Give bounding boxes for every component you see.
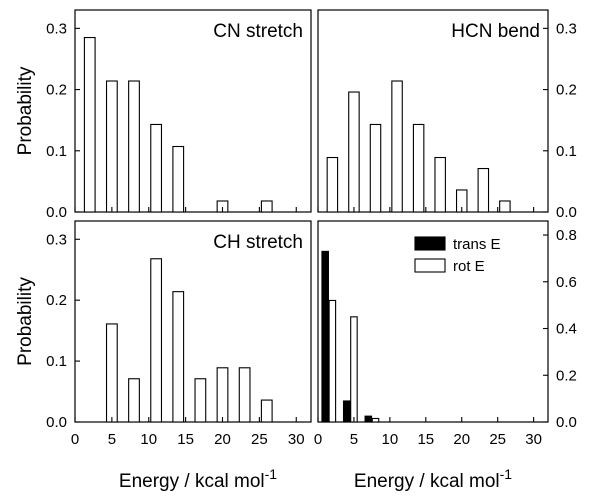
- y-tick-label: 0.1: [46, 353, 67, 370]
- y-tick-label: 0.2: [556, 82, 577, 99]
- plot-frame: [74, 9, 312, 213]
- legend-swatch-rot-E: [414, 258, 446, 273]
- x-tick-label: 0: [71, 431, 79, 448]
- bar-bottom-right-trans-E-1: [342, 400, 351, 423]
- bar-bottom-right-rot-E-1: [350, 316, 358, 423]
- plot-frame: [317, 9, 549, 213]
- legend-label: trans E: [453, 236, 501, 253]
- bar-top-right-s0-2: [369, 123, 382, 213]
- x-tick-label: 10: [382, 431, 399, 448]
- bar-bottom-right-rot-E-0: [328, 299, 337, 423]
- panel-top-right: 0.0 0.1 0.2 0.3 HCN bend: [317, 9, 577, 221]
- bar-bottom-right-trans-E-2: [364, 415, 373, 423]
- panel-top-left: 0.0 0.1 0.2 0.3 CN stretch Probability: [15, 9, 312, 221]
- x-tick-label: 5: [350, 431, 358, 448]
- x-axis-label: Energy / kcal mol-1: [119, 466, 277, 492]
- bar-top-right-s0-4: [412, 123, 425, 213]
- y-tick-label: 0.8: [556, 227, 577, 244]
- bar-bottom-left-s0-4: [172, 291, 185, 423]
- bar-top-right-s0-1: [348, 91, 360, 213]
- y-tick-label: 0.4: [556, 321, 577, 338]
- panel-title: HCN bend: [451, 21, 540, 42]
- panel-title: CH stretch: [213, 232, 303, 253]
- x-tick-label: 25: [251, 431, 268, 448]
- x-tick-label: 0: [314, 431, 322, 448]
- bar-top-right-s0-7: [477, 167, 490, 213]
- x-axis-label: Energy / kcal mol-1: [354, 466, 512, 492]
- x-tick-label: 25: [489, 431, 506, 448]
- y-tick-label: 0.2: [556, 367, 577, 384]
- x-tick-label: 10: [140, 431, 157, 448]
- y-tick-label: 0.1: [556, 143, 577, 160]
- bar-top-left-s0-8: [260, 200, 273, 213]
- panel-title: CN stretch: [213, 21, 303, 42]
- bar-bottom-left-s0-7: [238, 367, 251, 423]
- x-tick-label: 15: [417, 431, 434, 448]
- y-axis-label: Probability: [15, 66, 36, 155]
- plot-frame: [317, 220, 549, 423]
- bar-bottom-right-rot-E-2: [371, 417, 380, 423]
- legend-label: rot E: [453, 258, 485, 275]
- bar-top-right-s0-0: [326, 156, 339, 213]
- panel-bottom-left: 0.0 0.1 0.2 0.3 0 5 10 15 20 25 30 CH stretch Probab…: [15, 220, 312, 492]
- legend-swatch-trans-E: [414, 236, 446, 251]
- y-tick-label: 0.3: [46, 20, 67, 37]
- x-tick-label: 5: [108, 431, 116, 448]
- bar-top-left-s0-4: [172, 145, 185, 213]
- bar-top-right-s0-5: [434, 156, 446, 213]
- x-tick-label: 15: [177, 431, 194, 448]
- y-tick-label: 0.0: [556, 414, 577, 431]
- x-tick-label: 20: [453, 431, 470, 448]
- bar-top-left-s0-2: [128, 80, 140, 213]
- y-axis-label: Probability: [15, 277, 36, 366]
- y-tick-label: 0.1: [46, 143, 67, 160]
- bar-top-left-s0-0: [83, 36, 96, 213]
- panel-bottom-right: 0.0 0.2 0.4 0.6 0.8 0 5 10 15 20 25 30 Energy / kcal…: [314, 220, 577, 492]
- bar-top-left-s0-1: [105, 80, 118, 213]
- x-tick-label: 20: [214, 431, 231, 448]
- bar-top-left-s0-3: [150, 123, 163, 213]
- bar-top-right-s0-8: [499, 200, 511, 213]
- x-tick-label: 30: [288, 431, 305, 448]
- bar-bottom-left-s0-3: [150, 258, 163, 423]
- bar-top-right-s0-3: [391, 80, 403, 213]
- bar-bottom-right-trans-E-0: [321, 250, 329, 423]
- y-tick-label: 0.3: [556, 20, 577, 37]
- bar-bottom-left-s0-6: [216, 367, 229, 423]
- y-tick-label: 0.0: [46, 414, 67, 431]
- bar-bottom-left-s0-5: [194, 378, 207, 423]
- plot-frame: [74, 220, 312, 423]
- y-tick-label: 0.0: [556, 204, 577, 221]
- y-tick-label: 0.2: [46, 82, 67, 99]
- bar-bottom-left-s0-8: [260, 399, 273, 423]
- x-tick-label: 30: [525, 431, 542, 448]
- y-tick-label: 0.0: [46, 204, 67, 221]
- bar-bottom-left-s0-1: [105, 323, 118, 423]
- bar-bottom-left-s0-2: [128, 378, 140, 423]
- y-tick-label: 0.2: [46, 292, 67, 309]
- y-tick-label: 0.3: [46, 231, 67, 248]
- y-tick-label: 0.6: [556, 274, 577, 291]
